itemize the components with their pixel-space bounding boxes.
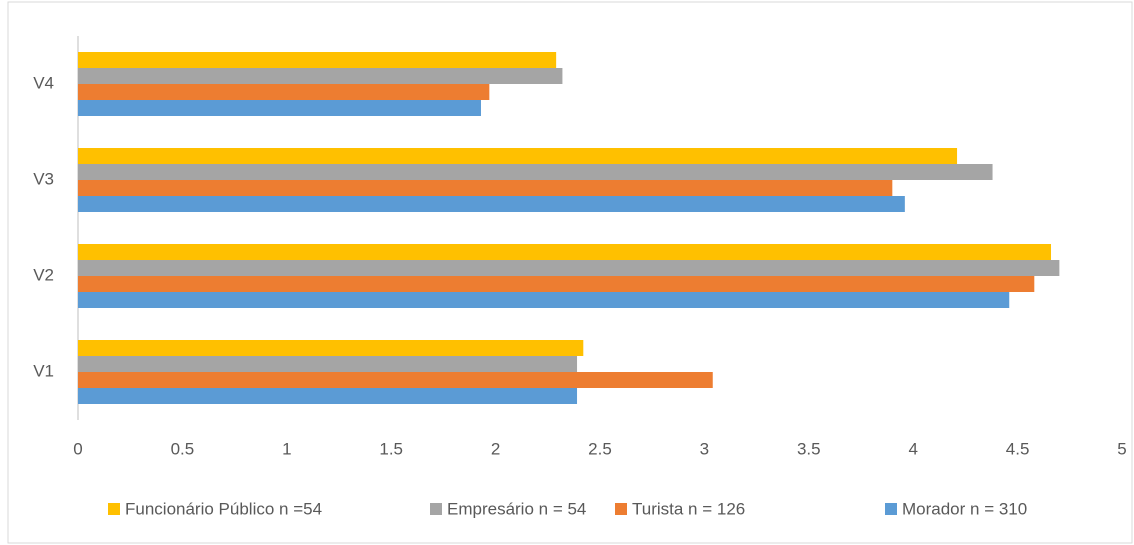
y-tick-label: V3	[33, 169, 54, 188]
chart-frame	[7, 1, 1133, 544]
x-tick-label: 4.5	[1006, 439, 1030, 458]
bar	[78, 180, 893, 196]
x-tick-label: 4	[908, 439, 917, 458]
bar	[78, 276, 1035, 292]
legend-label: Empresário n = 54	[447, 499, 586, 518]
bar	[78, 356, 578, 372]
legend-swatch	[108, 503, 120, 515]
bar	[78, 244, 1052, 260]
bar	[78, 164, 993, 180]
bar	[78, 292, 1010, 308]
bar	[78, 372, 713, 388]
x-tick-label: 3.5	[797, 439, 821, 458]
x-tick-label: 2.5	[588, 439, 612, 458]
y-tick-label: V1	[33, 361, 54, 380]
bar	[78, 68, 563, 84]
legend-label: Morador n = 310	[902, 499, 1027, 518]
x-tick-label: 1	[282, 439, 291, 458]
x-tick-label: 1.5	[379, 439, 403, 458]
bar	[78, 340, 584, 356]
y-tick-label: V2	[33, 265, 54, 284]
x-tick-label: 2	[491, 439, 500, 458]
bar	[78, 260, 1060, 276]
x-tick-label: 5	[1117, 439, 1126, 458]
legend-swatch	[430, 503, 442, 515]
y-tick-label: V4	[33, 73, 54, 92]
bar	[78, 100, 481, 116]
legend-label: Funcionário Público n =54	[125, 499, 322, 518]
x-tick-label: 3	[700, 439, 709, 458]
bar	[78, 148, 958, 164]
bar	[78, 84, 490, 100]
x-tick-label: 0	[73, 439, 82, 458]
legend-label: Turista n = 126	[632, 499, 745, 518]
bar	[78, 388, 578, 404]
legend-swatch	[885, 503, 897, 515]
bar	[78, 196, 905, 212]
x-tick-label: 0.5	[171, 439, 195, 458]
bar	[78, 52, 557, 68]
legend-swatch	[615, 503, 627, 515]
